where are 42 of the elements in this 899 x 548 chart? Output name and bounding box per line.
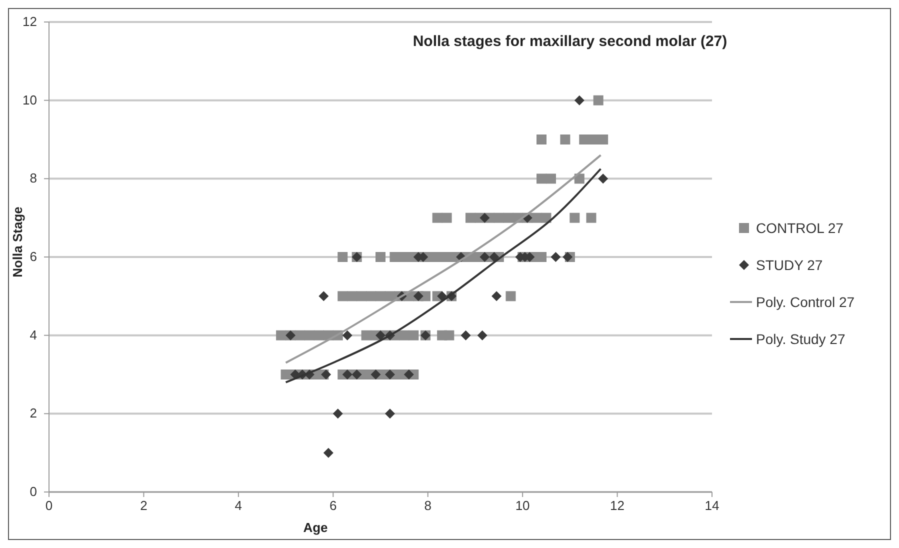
legend-label: CONTROL 27: [756, 220, 844, 236]
point: [460, 330, 471, 340]
x-tick-label: 4: [234, 498, 242, 513]
legend-label: Poly. Control 27: [756, 294, 855, 310]
point: [384, 408, 395, 419]
point: [489, 252, 500, 262]
x-tick-label: 12: [610, 498, 625, 513]
point: [480, 252, 490, 262]
point: [376, 330, 386, 340]
point: [550, 252, 561, 262]
x-tick-label: 8: [424, 498, 432, 513]
legend-label: Poly. Study 27: [756, 331, 846, 347]
x-tick-label: 2: [140, 498, 148, 513]
point: [342, 370, 352, 380]
point: [323, 448, 334, 458]
point: [477, 330, 488, 340]
x-axis-title: Age: [303, 520, 328, 535]
point: [598, 174, 608, 184]
legend-label: STUDY 27: [756, 257, 823, 273]
point: [318, 291, 329, 302]
y-tick-label: 8: [30, 170, 37, 186]
point: [342, 330, 352, 340]
point: [437, 291, 448, 302]
text: Nolla stages for maxillary second molar (27): [412, 33, 728, 50]
y-tick-label: 10: [22, 92, 37, 108]
point: [332, 408, 343, 419]
point: [480, 212, 490, 223]
point: [574, 95, 584, 106]
point: [492, 291, 502, 302]
point: [321, 370, 332, 380]
y-tick-label: 0: [30, 484, 37, 499]
y-axis-title: Nolla Stage: [10, 206, 25, 278]
x-tick-label: 14: [704, 498, 720, 513]
y-tick-label: 4: [30, 327, 37, 342]
y-tick-label: 12: [22, 14, 37, 29]
y-tick-label: 6: [30, 249, 37, 264]
point: [370, 370, 381, 380]
x-tick-label: 6: [330, 498, 337, 513]
x-tick-label: 0: [45, 498, 53, 513]
y-tick-label: 2: [30, 406, 37, 421]
x-tick-label: 10: [515, 498, 530, 513]
point: [352, 370, 362, 380]
